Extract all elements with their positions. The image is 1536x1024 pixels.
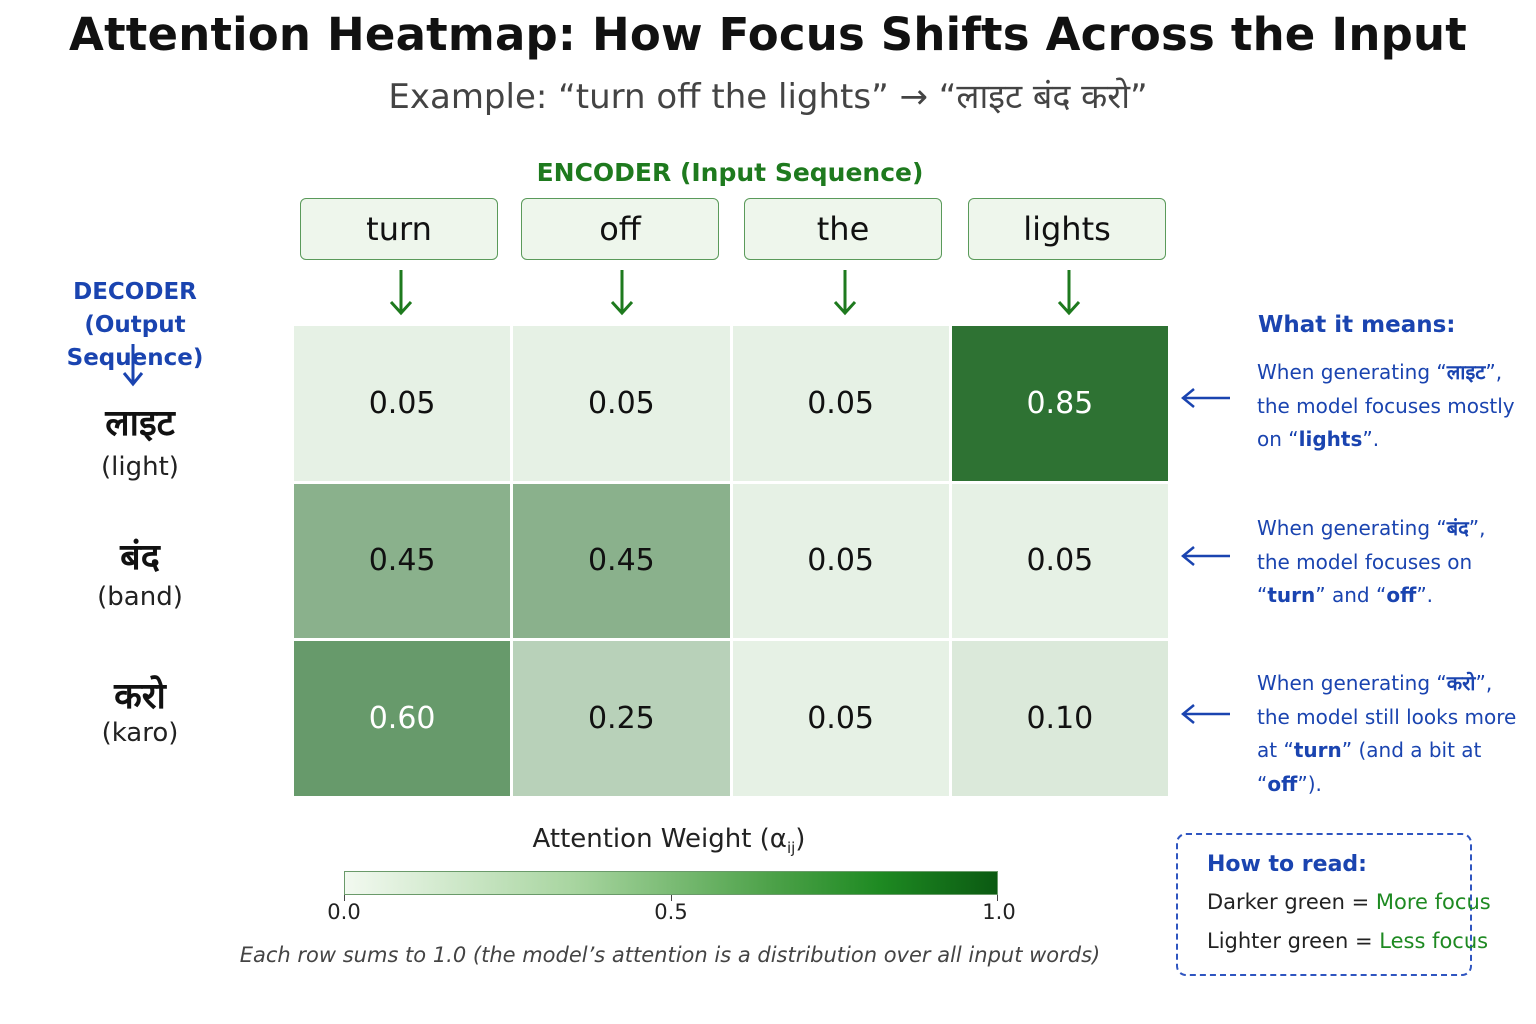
explanation-title: What it means: [1258,312,1456,338]
arrow-left-icon [1181,704,1230,724]
note-text: “ [1257,583,1268,607]
y-axis-label: DECODER (Output Sequence) [20,276,250,375]
x-tick-label: off [521,198,719,260]
note-text: ”, [1468,516,1486,540]
y-axis-label-line1: DECODER [73,279,197,305]
y-tick-label: करो [114,676,166,717]
x-tick-label: lights [968,198,1166,260]
x-axis-label: ENCODER (Input Sequence) [536,158,924,187]
note-text: ” (and a bit at “ [1257,738,1482,796]
note-text: the model focuses mostly [1257,393,1515,418]
arrow-down-icon [1057,270,1081,316]
colorbar-tick-mark [997,895,998,901]
explanation-note: When generating “लाइट”, the model focuse… [1257,356,1532,457]
arrow-down-icon [833,270,857,316]
note-text: ” and “ [1315,583,1387,607]
heatmap-cell: 0.10 [951,641,1168,796]
arrow-down-icon [610,270,634,316]
legend-box [1176,833,1472,976]
note-text: ”. [1416,583,1434,607]
heatmap-cell: 0.05 [732,326,949,481]
legend-light-line: Lighter green = Less focus [1207,929,1489,953]
heatmap-cell: 0.60 [294,641,511,796]
note-word: off [1386,583,1417,607]
note-word: lights [1298,427,1363,451]
heatmap-cell: 0.05 [294,326,511,481]
note-word: बंद [1446,516,1469,540]
explanation-note: When generating “करो”, the model still l… [1257,667,1532,801]
y-tick-roman: (light) [101,452,179,482]
arrow-down-icon [122,344,144,387]
footnote: Each row sums to 1.0 (the model’s attent… [239,943,1101,967]
y-tick-label: बंद [120,537,160,578]
heatmap-grid: 0.05 0.05 0.05 0.85 0.45 0.45 0.05 0.05 0.60 0.25… [294,326,1168,796]
note-word: turn [1267,583,1316,607]
y-tick-roman: (band) [97,582,183,612]
heatmap-cell: 0.85 [951,326,1168,481]
legend-title: How to read: [1207,852,1367,877]
colorbar-tick-label: 0.0 [327,900,361,924]
explanation-note: When generating “बंद”, the model focuses… [1257,512,1532,613]
y-tick-label: लाइट [105,403,175,444]
note-word: लाइट [1446,360,1486,384]
heatmap-cell: 0.45 [294,483,511,639]
colorbar-tick-mark [344,895,345,901]
heatmap-cell: 0.05 [732,641,949,796]
colorbar-tick-mark [671,895,672,901]
chart-subtitle: Example: “turn off the lights” → “लाइट ब… [388,77,1148,117]
note-word: off [1267,771,1298,796]
note-text: the model focuses on [1257,549,1473,574]
heatmap-cell: 0.45 [513,483,730,639]
note-text: When generating “ [1257,516,1447,540]
legend-dark-line: Darker green = More focus [1207,890,1491,914]
heatmap-cell: 0.05 [732,483,949,639]
colorbar-tick-label: 0.5 [654,900,688,924]
note-text: When generating “ [1257,671,1447,695]
arrow-left-icon [1181,388,1230,408]
note-text: the model still looks more [1257,704,1517,729]
y-tick-roman: (karo) [101,718,179,748]
note-text: ”). [1297,771,1322,796]
x-tick-label: turn [300,198,498,260]
note-text: at “ [1257,738,1294,762]
colorbar-label: Attention Weight (αij) [532,824,806,858]
note-text: on “ [1257,427,1299,451]
arrow-left-icon [1181,546,1230,566]
heatmap-cell: 0.25 [513,641,730,796]
arrow-down-icon [389,270,413,316]
note-text: ”, [1475,671,1493,695]
chart-title: Attention Heatmap: How Focus Shifts Acro… [69,8,1467,61]
heatmap-cell: 0.05 [951,483,1168,639]
colorbar-tick-label: 1.0 [982,900,1016,924]
note-word: turn [1293,738,1342,762]
x-tick-label: the [744,198,942,260]
note-text: When generating “ [1257,360,1447,384]
colorbar [344,871,998,895]
note-text: ”. [1362,427,1380,451]
note-text: ”, [1485,360,1503,384]
y-axis-label-line2: (Output Sequence) [66,312,204,371]
note-word: करो [1446,671,1476,695]
heatmap-cell: 0.05 [513,326,730,481]
